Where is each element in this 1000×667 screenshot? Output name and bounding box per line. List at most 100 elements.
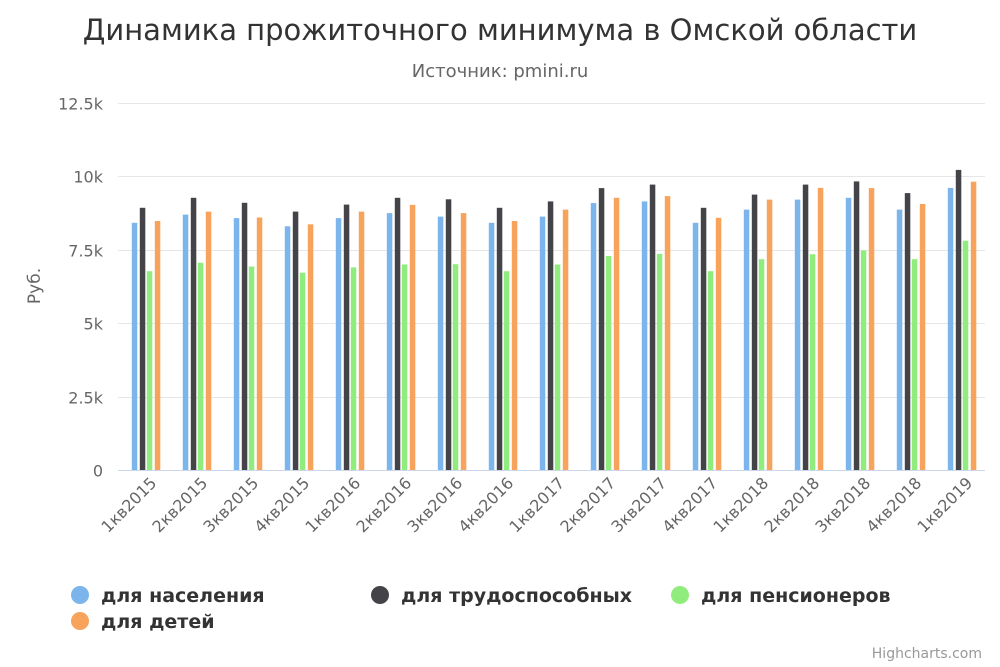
bar-1кв2016-series-3[interactable] [358,211,365,470]
bar-1кв2019-series-2[interactable] [962,240,969,470]
bar-1кв2019-series-1[interactable] [955,169,962,470]
bar-1кв2019-series-0[interactable] [947,187,954,470]
bar-3кв2018-series-3[interactable] [868,188,875,470]
bar-3кв2016-series-1[interactable] [445,199,452,471]
bar-3кв2016-series-2[interactable] [452,264,459,470]
bar-2кв2017-series-3[interactable] [613,197,620,471]
legend-item-0[interactable]: для населения [71,585,265,607]
bar-1кв2018-series-1[interactable] [751,194,758,470]
legend-label: для населения [101,585,265,607]
bar-4кв2016-series-2[interactable] [503,271,510,470]
bar-2кв2018-series-2[interactable] [809,254,816,470]
bar-4кв2017-series-0[interactable] [692,222,699,470]
bar-1кв2015-series-3[interactable] [154,221,161,470]
bar-2кв2017-series-2[interactable] [605,256,612,470]
x-tick-label: 2кв2015 [148,473,211,536]
x-tick-label: 3кв2016 [403,473,466,536]
bar-2кв2018-series-1[interactable] [802,184,809,470]
x-tick-label: 2кв2018 [760,473,823,536]
bar-4кв2015-series-3[interactable] [307,224,314,470]
x-tick-label: 2кв2016 [352,473,415,536]
bar-1кв2018-series-2[interactable] [758,259,765,470]
bar-4кв2015-series-1[interactable] [292,211,299,470]
bar-1кв2019-series-3[interactable] [970,181,977,470]
bar-3кв2018-series-2[interactable] [860,250,867,470]
bar-4кв2018-series-1[interactable] [904,193,911,470]
bar-2кв2015-series-2[interactable] [197,262,204,470]
bar-4кв2016-series-3[interactable] [511,221,518,470]
bar-1кв2015-series-2[interactable] [146,271,153,470]
y-axis-ticks: 0 2.5k 5k 7.5k 10k 12.5k [58,95,104,481]
bar-4кв2016-series-1[interactable] [496,207,503,471]
bar-2кв2016-series-1[interactable] [394,197,401,471]
bar-4кв2017-series-2[interactable] [707,271,714,470]
bar-3кв2018-series-0[interactable] [845,197,852,471]
bar-1кв2018-series-3[interactable] [766,199,773,470]
x-tick-label: 1кв2016 [301,473,364,536]
legend-marker-icon [371,586,389,604]
bar-1кв2017-series-2[interactable] [554,264,561,471]
bar-3кв2015-series-2[interactable] [248,266,255,471]
bar-3кв2018-series-1[interactable] [853,181,860,470]
legend-label: для трудоспособных [401,585,632,607]
x-tick-label: 4кв2016 [454,473,517,536]
bar-1кв2017-series-0[interactable] [539,216,546,470]
bars [131,169,977,471]
legend: для населения для трудоспособных для пенси… [71,585,891,633]
bar-4кв2017-series-1[interactable] [700,207,707,471]
bar-1кв2018-series-0[interactable] [743,209,750,470]
bar-4кв2017-series-3[interactable] [715,217,722,470]
bar-2кв2016-series-3[interactable] [409,204,416,470]
bar-1кв2015-series-1[interactable] [139,207,146,471]
bar-4кв2018-series-3[interactable] [919,204,926,470]
bar-1кв2017-series-1[interactable] [547,201,554,470]
bar-3кв2017-series-2[interactable] [656,253,663,470]
chart-title: Динамика прожиточного минимума в Омской … [83,13,918,47]
bar-1кв2016-series-2[interactable] [350,267,357,470]
bar-3кв2016-series-0[interactable] [437,216,444,470]
x-tick-label: 4кв2015 [250,473,313,536]
bar-4кв2018-series-0[interactable] [896,209,903,470]
bar-2кв2018-series-3[interactable] [817,187,824,470]
bar-2кв2015-series-3[interactable] [205,211,212,470]
bar-3кв2015-series-1[interactable] [241,202,248,471]
x-tick-label: 3кв2017 [607,473,670,536]
bar-2кв2015-series-0[interactable] [182,214,189,470]
bar-1кв2016-series-1[interactable] [343,204,350,470]
bar-3кв2017-series-1[interactable] [649,184,656,470]
bar-1кв2016-series-0[interactable] [335,218,342,470]
legend-item-2[interactable]: для пенсионеров [671,585,891,607]
credits-link[interactable]: Highcharts.com [872,646,982,662]
bar-1кв2017-series-3[interactable] [562,209,569,470]
bar-2кв2017-series-0[interactable] [590,203,597,470]
bar-3кв2015-series-0[interactable] [233,218,240,470]
x-tick-label: 1кв2017 [505,473,568,536]
x-axis-ticks: 1кв20152кв20153кв20154кв20151кв20162кв20… [97,473,976,536]
bar-2кв2016-series-0[interactable] [386,213,393,470]
x-tick-label: 2кв2017 [556,473,619,536]
bar-2кв2016-series-2[interactable] [401,264,408,471]
bar-1кв2015-series-0[interactable] [131,222,138,470]
x-tick-label: 1кв2018 [709,473,772,536]
bar-3кв2016-series-3[interactable] [460,213,467,470]
bar-2кв2017-series-1[interactable] [598,188,605,470]
x-tick-label: 4кв2017 [658,473,721,536]
y-tick-label: 2.5k [68,389,103,408]
bar-4кв2015-series-0[interactable] [284,226,291,470]
bar-4кв2018-series-2[interactable] [911,259,918,470]
bar-4кв2016-series-0[interactable] [488,222,495,470]
x-tick-label: 4кв2018 [862,473,925,536]
bar-3кв2015-series-3[interactable] [256,217,263,471]
legend-item-3[interactable]: для детей [71,611,215,633]
bar-2кв2015-series-1[interactable] [190,197,197,471]
y-tick-label: 5k [84,315,104,334]
y-tick-label: 10k [73,168,103,187]
bar-3кв2017-series-3[interactable] [664,196,671,470]
y-axis-title: Руб. [25,268,45,304]
bar-2кв2018-series-0[interactable] [794,199,801,470]
bar-4кв2015-series-2[interactable] [299,272,306,470]
x-tick-label: 1кв2015 [97,473,160,536]
bar-3кв2017-series-0[interactable] [641,201,648,470]
legend-item-1[interactable]: для трудоспособных [371,585,632,607]
